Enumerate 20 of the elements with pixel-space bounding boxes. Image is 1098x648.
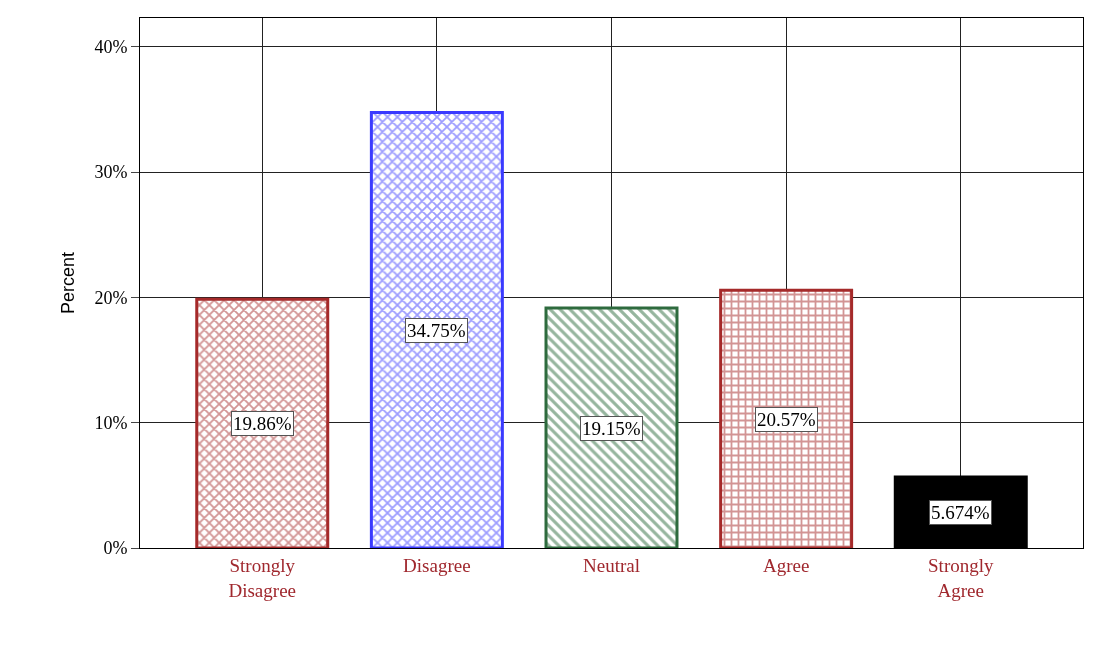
y-tick-label: 0%	[103, 538, 128, 559]
y-tick-label: 10%	[94, 413, 128, 433]
x-tick-label: Strongly Agree	[928, 554, 994, 601]
bar	[544, 306, 679, 548]
y-tick-label: 30%	[94, 162, 128, 183]
y-tick-label: 40%	[94, 37, 128, 58]
data-label: 19.15%	[582, 418, 641, 439]
bar	[369, 111, 504, 548]
x-tick-label: Agree	[762, 554, 810, 576]
bar	[719, 288, 854, 548]
x-tick-label: Neutral	[583, 554, 640, 576]
x-tick-label: Strongly Disagree	[228, 554, 297, 601]
data-label: 19.86%	[233, 413, 292, 434]
y-axis-title: Percent	[57, 251, 78, 315]
y-tick-label: 20%	[94, 287, 128, 308]
data-label: 20.57%	[757, 409, 816, 430]
data-label: 5.674%	[931, 502, 990, 523]
data-label: 34.75%	[407, 320, 466, 341]
bar	[195, 297, 330, 548]
x-tick-label: Disagree	[403, 554, 471, 576]
